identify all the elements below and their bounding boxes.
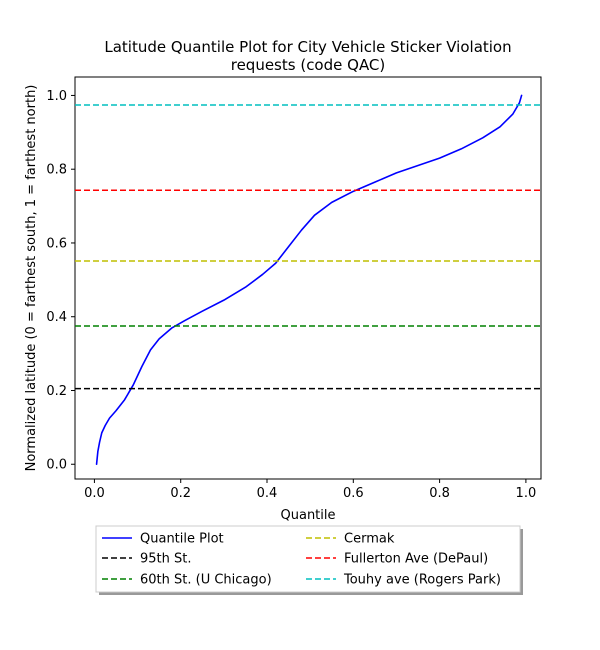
y-tick-label: 0.2 — [46, 384, 67, 399]
plot-layer: 0.0 0.2 0.4 0.6 0.8 1.0 0.0 0.2 0.4 0.6 0.8 1.0 — [46, 76, 542, 501]
legend-label-95th-st: 95th St. — [140, 552, 192, 567]
legend-label-fullerton-ave-depaul: Fullerton Ave (DePaul) — [344, 552, 488, 567]
y-tick-label: 0.6 — [46, 236, 67, 251]
legend-box — [95, 525, 521, 593]
x-tick-label: 0.6 — [343, 486, 364, 501]
legend: Quantile Plot 95th St. 60th St. (U Chicago… — [95, 525, 523, 595]
y-tick-label: 0.4 — [46, 310, 67, 325]
x-tick-label: 0.2 — [170, 486, 191, 501]
legend-label-cermak: Cermak — [344, 532, 395, 547]
x-axis-label: Quantile — [281, 508, 336, 523]
series-line-quantile-plot — [95, 94, 523, 466]
legend-label-60th-st-u-chicago: 60th St. (U Chicago) — [140, 573, 272, 588]
legend-label-quantile-plot: Quantile Plot — [140, 532, 224, 547]
y-tick-label: 0.8 — [46, 163, 67, 178]
plot-frame — [74, 76, 542, 480]
y-tick-label: 1.0 — [46, 89, 67, 104]
x-tick-label: 0.8 — [429, 486, 450, 501]
chart-title-line-1: Latitude Quantile Plot for City Vehicle … — [104, 38, 511, 56]
y-axis-label: Normalized latitude (0 = farthest south,… — [24, 85, 39, 472]
x-tick-label: 0.0 — [84, 486, 105, 501]
legend-label-touhy-ave-rogers-park: Touhy ave (Rogers Park) — [343, 573, 501, 588]
chart-title-line-2: requests (code QAC) — [231, 56, 386, 74]
x-tick-label: 0.4 — [257, 486, 278, 501]
y-tick-label: 0.0 — [46, 458, 67, 473]
x-tick-label: 1.0 — [516, 486, 537, 501]
